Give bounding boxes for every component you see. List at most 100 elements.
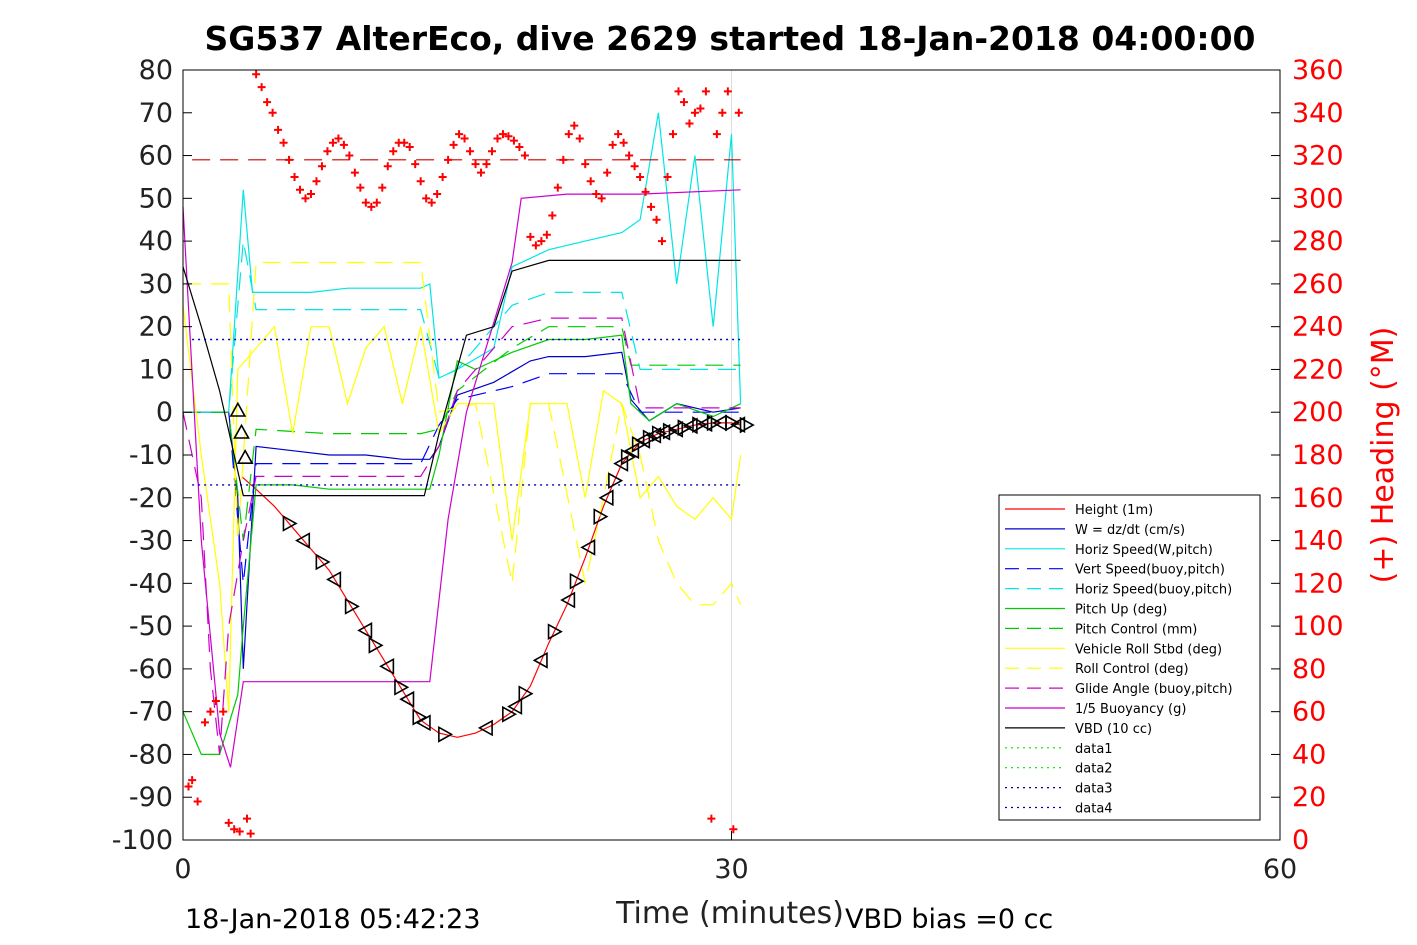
x-tick-label: 0	[174, 854, 191, 885]
triangle-marker	[677, 419, 693, 436]
heading-point	[630, 162, 639, 171]
heading-point	[306, 190, 315, 199]
heading-point	[411, 160, 420, 169]
triangle-marker	[668, 420, 684, 438]
legend-label: data3	[1075, 782, 1113, 797]
heading-point	[444, 155, 453, 164]
heading-point	[729, 825, 738, 834]
heading-point	[200, 718, 209, 727]
left-tick-label: 80	[139, 55, 173, 86]
heading-point	[466, 147, 475, 156]
legend-label: Horiz Speed(buoy,pitch)	[1075, 583, 1232, 598]
heading-point	[290, 172, 299, 181]
heading-point	[184, 782, 193, 791]
triangle-marker	[399, 690, 415, 708]
legend-label: W = dz/dt (cm/s)	[1075, 523, 1185, 538]
heading-point	[400, 138, 409, 147]
legend-label: Horiz Speed(W,pitch)	[1075, 543, 1213, 558]
right-tick-label: 0	[1292, 825, 1309, 856]
left-tick-label: 60	[139, 141, 173, 172]
heading-point	[482, 160, 491, 169]
right-tick-label: 280	[1292, 226, 1344, 257]
series-layer	[182, 112, 742, 768]
triangle-marker	[379, 657, 395, 675]
triangle-marker	[697, 415, 713, 433]
legend-label: data2	[1075, 762, 1113, 777]
heading-point	[339, 140, 348, 149]
heading-point	[718, 108, 727, 117]
heading-point	[515, 143, 524, 151]
heading-point	[625, 151, 634, 160]
triangle-marker	[518, 685, 534, 703]
triangle-marker	[560, 591, 576, 609]
x-axis-label: Time (minutes)	[615, 896, 844, 931]
right-tick-label: 340	[1292, 98, 1344, 129]
heading-point	[487, 147, 496, 156]
left-tick-label: 40	[139, 226, 173, 257]
right-tick-label: 160	[1292, 483, 1344, 514]
heading-point	[296, 185, 305, 194]
left-tick-label: -30	[129, 526, 173, 557]
heading-point	[614, 130, 623, 139]
heading-point	[389, 147, 398, 156]
heading-point	[647, 202, 656, 211]
right-tick-label: 300	[1292, 183, 1344, 214]
x-axis: 0 30 60	[174, 831, 1297, 885]
heading-point	[257, 83, 266, 92]
heading-point	[564, 130, 573, 139]
heading-point	[279, 138, 288, 147]
legend: Height (1m) W = dz/dt (cm/s) Horiz Speed(W…	[998, 494, 1261, 821]
heading-point	[723, 87, 732, 96]
heading-point	[685, 119, 694, 128]
heading-point	[679, 98, 688, 107]
legend-label: Pitch Control (mm)	[1075, 622, 1197, 637]
series-line-11	[182, 259, 741, 497]
heading-point	[548, 211, 557, 220]
left-tick-label: -80	[129, 739, 173, 770]
series-line-8	[183, 261, 742, 606]
series-line-2	[183, 112, 742, 413]
left-tick-label: 50	[139, 183, 173, 214]
heading-point	[246, 829, 255, 838]
heading-point	[586, 177, 595, 186]
legend-label: data1	[1075, 742, 1113, 757]
triangle-marker	[282, 515, 298, 532]
heading-point	[696, 104, 705, 113]
heading-point	[361, 198, 370, 207]
triangle-marker	[295, 532, 311, 549]
heading-point	[405, 143, 414, 151]
heading-point	[455, 130, 464, 139]
heading-point	[252, 70, 261, 79]
triangle-marker	[233, 423, 250, 439]
heading-point	[449, 140, 458, 149]
heading-point	[235, 827, 244, 836]
heading-point	[603, 168, 612, 177]
heading-point	[460, 134, 469, 143]
triangle-marker	[706, 414, 722, 432]
left-tick-label: -100	[112, 825, 173, 856]
legend-label: data4	[1075, 802, 1113, 817]
triangle-marker	[477, 719, 493, 737]
heading-point	[211, 696, 220, 705]
heading-point	[356, 183, 365, 192]
heading-point	[206, 707, 215, 716]
heading-point	[668, 130, 677, 139]
heading-point	[350, 168, 359, 177]
triangle-marker	[547, 623, 563, 641]
triangle-marker	[502, 705, 518, 723]
triangle-marker	[692, 416, 708, 433]
x-tick-label: 30	[714, 854, 748, 885]
left-tick-label: -90	[129, 782, 173, 813]
heading-point	[592, 190, 601, 199]
legend-label: Vehicle Roll Stbd (deg)	[1075, 642, 1222, 657]
triangle-marker	[730, 416, 746, 433]
heading-point	[433, 190, 442, 199]
triangle-marker	[229, 401, 247, 417]
heading-point	[663, 172, 672, 181]
heading-point	[230, 825, 239, 834]
left-tick-label: 10	[139, 354, 173, 385]
right-tick-label: 260	[1292, 269, 1344, 300]
heading-point	[328, 138, 337, 147]
heading-point	[504, 132, 513, 141]
